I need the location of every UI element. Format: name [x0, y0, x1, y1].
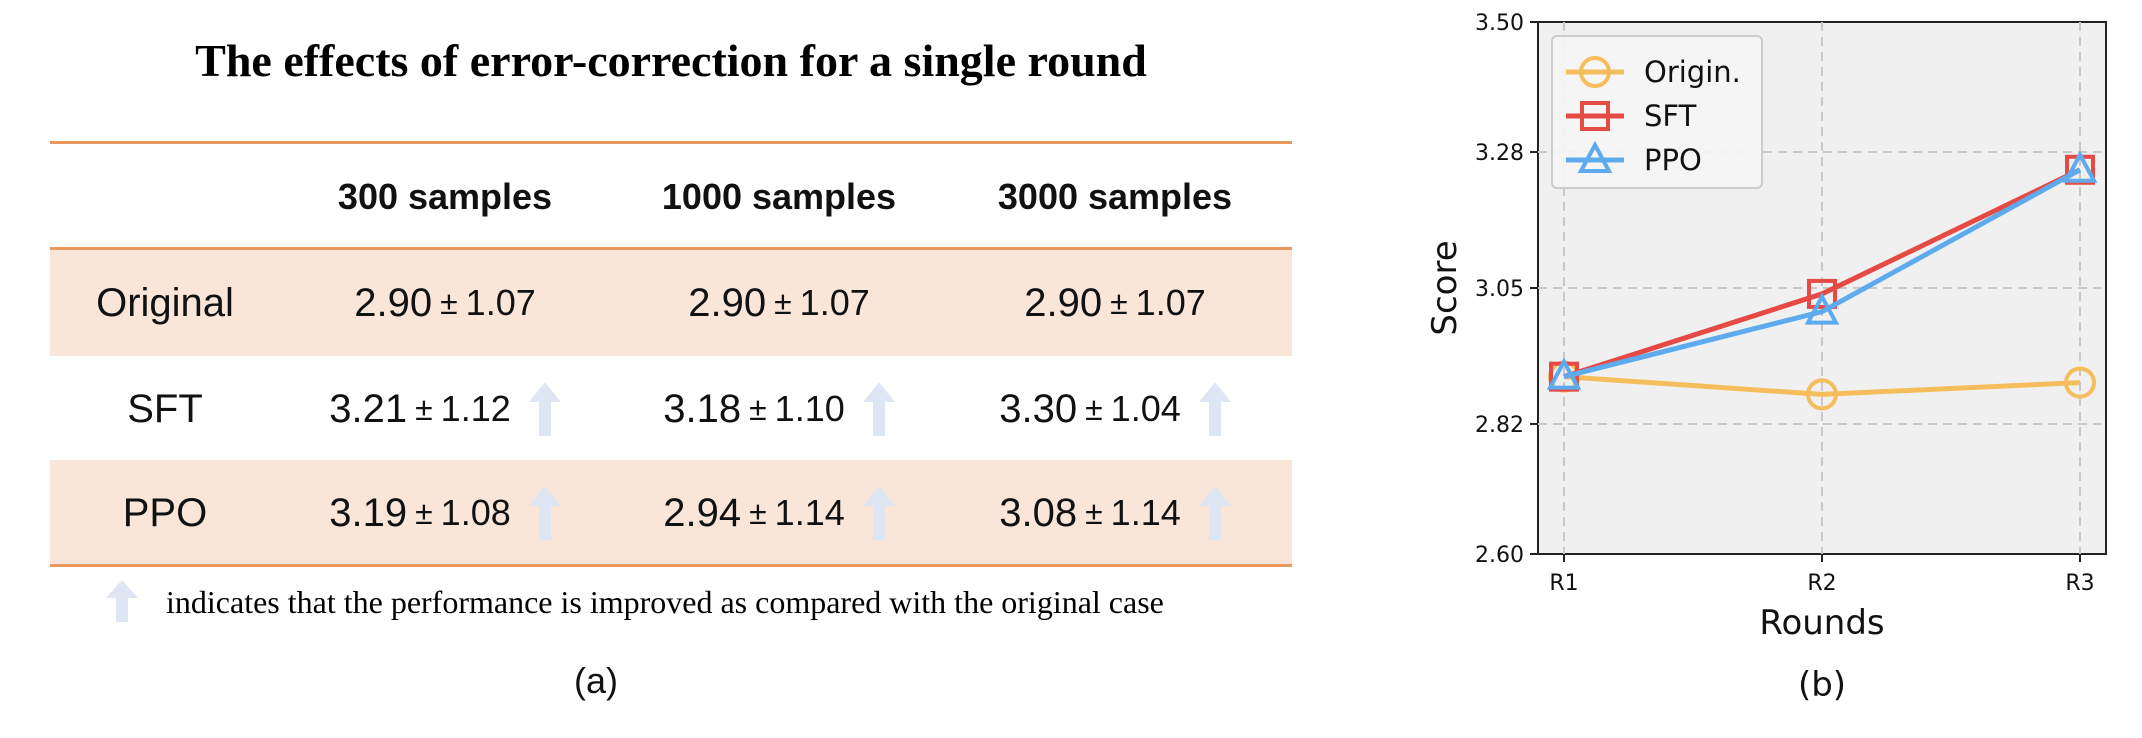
legend-label: SFT: [1644, 99, 1697, 133]
value-cell: 2.94 ±1.14: [616, 460, 942, 566]
score-rounds-chart: 2.60 2.82 3.05 3.28 3.50 R1 R2 R3 Origin. SFT PPO…: [1425, 11, 2107, 705]
plus-minus: ±: [415, 390, 433, 427]
value-cell: 2.90 ±1.07: [616, 250, 942, 356]
data-point: [1804, 292, 1840, 325]
mean-value: 2.90: [354, 280, 433, 325]
series-line: [1563, 374, 2081, 397]
caption-b: (b): [1798, 665, 1846, 705]
y-tick-label: 3.28: [1475, 141, 1524, 166]
mean-value: 3.08: [999, 490, 1078, 535]
x-tick-label: R1: [1549, 571, 1578, 596]
value-cell: 3.19 ±1.08: [282, 460, 608, 566]
data-point: [2062, 150, 2098, 183]
value-cell: 2.90 ±1.07: [282, 250, 608, 356]
up-arrow-icon: [862, 486, 895, 540]
up-arrow-icon: [106, 580, 138, 622]
row-band-ppo: [50, 460, 1292, 566]
up-arrow-icon: [528, 382, 561, 436]
mean-value: 2.94: [663, 490, 742, 535]
value-cell: 3.08 ±1.14: [952, 460, 1278, 566]
legend-marker: [1579, 56, 1611, 88]
sd-value: 1.12: [440, 388, 511, 429]
value-cell: 2.90 ±1.07: [952, 250, 1278, 356]
data-point: [1806, 378, 1838, 411]
mean-value: 3.19: [329, 490, 408, 535]
series-ppo: [1546, 150, 2098, 390]
sd-value: 1.07: [1135, 282, 1206, 323]
sd-value: 1.04: [1110, 388, 1181, 429]
plus-minus: ±: [415, 494, 433, 531]
results-table-panel: The effects of error-correction for a si…: [50, 35, 1292, 701]
sd-value: 1.14: [1110, 492, 1181, 533]
legend-label: Origin.: [1644, 55, 1741, 89]
legend-marker: [1580, 101, 1610, 131]
mean-value: 3.30: [999, 386, 1078, 431]
x-tick-label: R2: [1807, 571, 1836, 596]
up-arrow-icon: [862, 382, 895, 436]
legend-marker: [1577, 140, 1613, 173]
plus-minus: ±: [1085, 494, 1103, 531]
legend: Origin. SFT PPO: [1551, 35, 1763, 189]
data-point: [2064, 366, 2096, 399]
plus-minus: ±: [440, 284, 458, 321]
column-header-3000: 3000 samples: [997, 176, 1233, 217]
plus-minus: ±: [749, 494, 767, 531]
sd-value: 1.08: [440, 492, 511, 533]
up-arrow-icon: [528, 486, 561, 540]
mean-value: 3.18: [663, 386, 742, 431]
value-cell: 3.21 ±1.12: [282, 356, 608, 462]
table-top-rule: [50, 141, 1292, 144]
table-bottom-rule: [50, 564, 1292, 567]
table-header-rule: [50, 247, 1292, 250]
up-arrow-icon: [1198, 486, 1231, 540]
plus-minus: ±: [774, 284, 792, 321]
row-label-original: Original: [96, 280, 234, 325]
sd-value: 1.10: [774, 388, 845, 429]
table-note: indicates that the performance is improv…: [166, 584, 1164, 620]
mean-value: 3.21: [329, 386, 408, 431]
value-cell: 3.18 ±1.10: [616, 356, 942, 462]
caption-a: (a): [574, 660, 618, 701]
table-title: The effects of error-correction for a si…: [195, 35, 1147, 86]
series-line: [1563, 167, 2082, 380]
y-tick-label: 2.60: [1475, 543, 1524, 568]
row-band-original: [50, 250, 1292, 356]
row-label-ppo: PPO: [122, 490, 208, 535]
plus-minus: ±: [1110, 284, 1128, 321]
y-axis-label: Score: [1425, 240, 1465, 335]
value-cell: 3.30 ±1.04: [952, 356, 1278, 462]
sd-value: 1.14: [774, 492, 845, 533]
x-tick-label: R3: [2065, 571, 2094, 596]
mean-value: 2.90: [1024, 280, 1103, 325]
plus-minus: ±: [1085, 390, 1103, 427]
mean-value: 2.90: [688, 280, 767, 325]
sd-value: 1.07: [799, 282, 870, 323]
data-point: [1546, 357, 1582, 390]
y-tick-label: 3.50: [1475, 11, 1524, 36]
plus-minus: ±: [749, 390, 767, 427]
y-tick-label: 2.82: [1475, 413, 1524, 438]
y-tick-label: 3.05: [1475, 277, 1524, 302]
axes: 2.60 2.82 3.05 3.28 3.50 R1 R2 R3: [1475, 11, 2095, 596]
x-axis-label: Rounds: [1759, 603, 1884, 643]
row-label-sft: SFT: [127, 386, 203, 431]
sd-value: 1.07: [465, 282, 536, 323]
up-arrow-icon: [1198, 382, 1231, 436]
column-header-1000: 1000 samples: [661, 176, 897, 217]
legend-label: PPO: [1644, 143, 1702, 177]
column-header-300: 300 samples: [337, 176, 553, 217]
series: [1546, 150, 2098, 411]
data-point: [1807, 278, 1837, 309]
